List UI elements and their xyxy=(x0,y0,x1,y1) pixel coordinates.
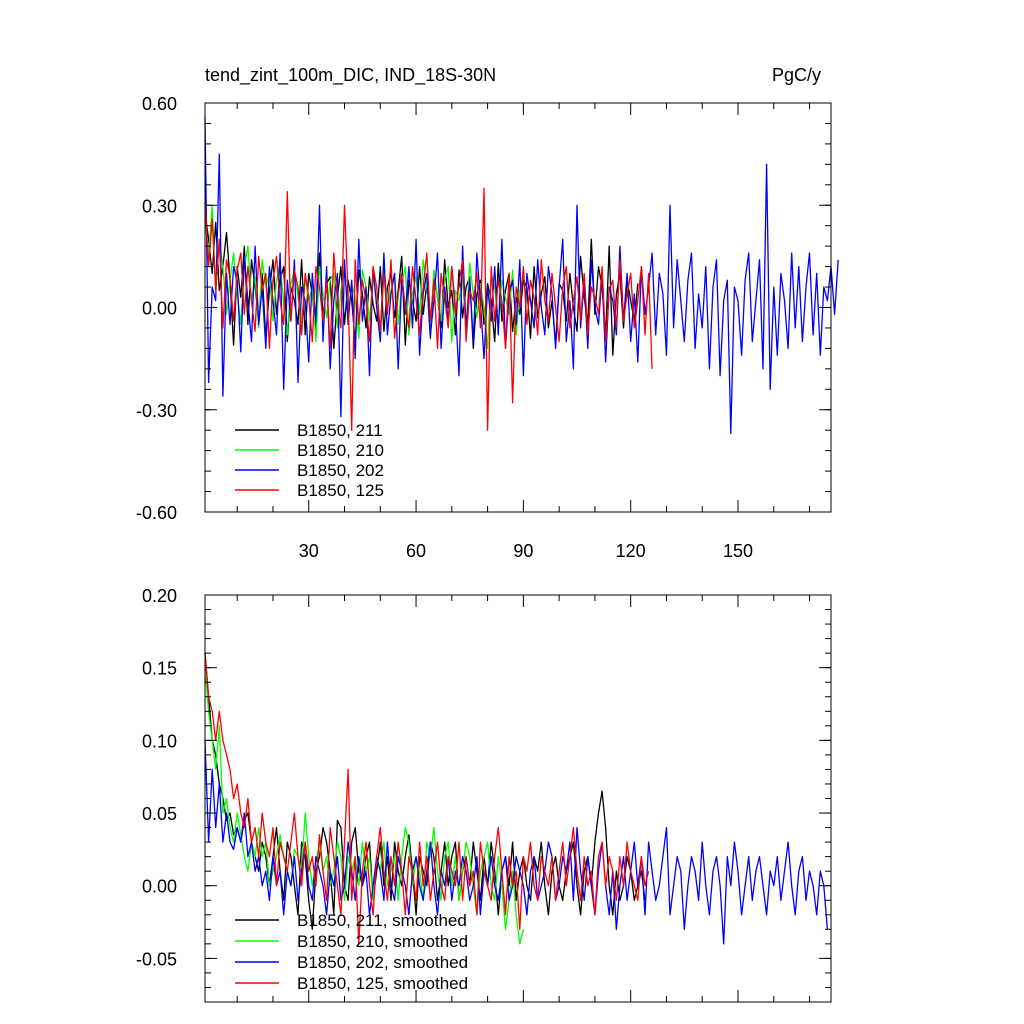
legend-label: B1850, 210, smoothed xyxy=(297,932,468,951)
y-tick-label: -0.05 xyxy=(136,949,177,969)
x-tick-label: 90 xyxy=(513,541,533,561)
top-series-group xyxy=(204,116,839,435)
bottom-panel: -0.05 0.00 0.05 0.10 0.15 0.20 B1850, 211, sm… xyxy=(136,586,832,1003)
y-tick-label: 0.05 xyxy=(142,804,177,824)
top-axes: -0.60 -0.30 0.00 0.30 0.60 30 60 90 120 150 xyxy=(136,94,831,561)
y-tick-label: -0.30 xyxy=(136,401,177,421)
y-tick-label: -0.60 xyxy=(136,503,177,523)
legend-label: B1850, 125, smoothed xyxy=(297,974,468,993)
series-line-4 xyxy=(204,653,650,945)
series-line-3 xyxy=(204,116,839,435)
top-panel: tend_zint_100m_DIC, IND_18S-30N PgC/y -0… xyxy=(136,65,839,561)
legend-label: B1850, 211, smoothed xyxy=(297,911,467,930)
x-tick-label: 120 xyxy=(616,541,646,561)
y-tick-label: 0.00 xyxy=(142,877,177,897)
y-tick-label: 0.60 xyxy=(142,94,177,114)
y-tick-label: 0.30 xyxy=(142,196,177,216)
y-tick-label: 0.10 xyxy=(142,731,177,751)
x-tick-label: 60 xyxy=(406,541,426,561)
legend-label: B1850, 202 xyxy=(297,461,384,480)
legend-label: B1850, 202, smoothed xyxy=(297,953,468,972)
bottom-series-group xyxy=(204,653,829,945)
chart-units: PgC/y xyxy=(772,65,821,85)
series-line-3 xyxy=(204,740,829,945)
chart-title: tend_zint_100m_DIC, IND_18S-30N xyxy=(205,65,496,86)
bottom-legend: B1850, 211, smoothed B1850, 210, smoothed… xyxy=(235,911,468,993)
legend-label: B1850, 125 xyxy=(297,481,384,500)
y-tick-label: 0.15 xyxy=(142,659,177,679)
x-tick-label: 150 xyxy=(723,541,753,561)
series-line-4 xyxy=(204,187,653,431)
x-tick-label: 30 xyxy=(299,541,319,561)
legend-label: B1850, 211 xyxy=(297,421,383,440)
y-tick-label: 0.00 xyxy=(142,299,177,319)
bottom-axes: -0.05 0.00 0.05 0.10 0.15 0.20 xyxy=(136,586,831,1003)
legend-label: B1850, 210 xyxy=(297,441,384,460)
y-tick-label: 0.20 xyxy=(142,586,177,606)
